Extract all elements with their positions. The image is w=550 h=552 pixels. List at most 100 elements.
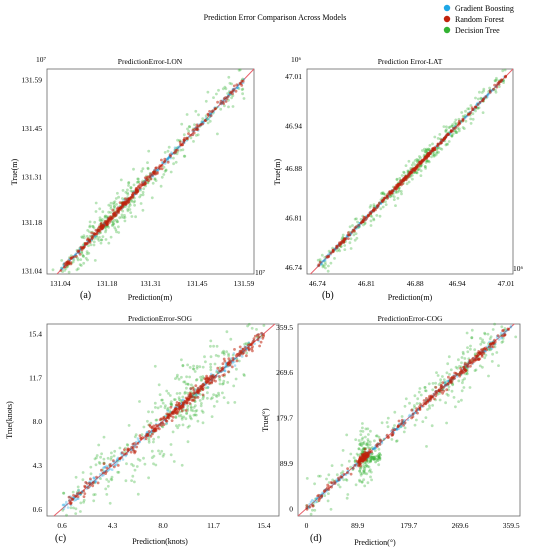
point-dt (200, 378, 204, 381)
point-rf (484, 95, 488, 99)
point-dt (424, 389, 428, 393)
point-dt (227, 352, 230, 356)
point-dt (501, 340, 505, 343)
point-dt (456, 366, 459, 370)
point-gb (98, 473, 102, 476)
point-dt (117, 231, 121, 234)
point-rf (182, 402, 186, 406)
point-dt (463, 357, 467, 360)
point-dt (98, 207, 102, 211)
x-tick-label: 131.45 (187, 279, 208, 288)
point-dt (217, 393, 221, 397)
point-dt (428, 144, 432, 147)
point-dt (194, 109, 198, 113)
point-rf (234, 89, 238, 93)
point-dt (177, 414, 181, 418)
point-rf (146, 175, 150, 179)
point-dt (180, 417, 184, 421)
point-dt (461, 114, 465, 118)
x-tick-label: 131.59 (234, 279, 255, 288)
point-rf (233, 348, 236, 351)
point-rf (107, 218, 110, 222)
points (297, 322, 518, 517)
point-gb (166, 409, 170, 413)
point-rf (224, 96, 228, 99)
point-rf (343, 238, 347, 242)
point-dt (201, 365, 205, 369)
point-rf (185, 401, 189, 405)
point-dt (161, 401, 165, 405)
point-dt (343, 244, 347, 247)
point-dt (351, 224, 354, 227)
point-dt (501, 69, 505, 73)
point-dt (388, 195, 392, 199)
point-dt (368, 468, 372, 472)
point-dt (502, 81, 505, 84)
point-dt (95, 235, 98, 239)
point-dt (483, 332, 487, 336)
point-dt (404, 164, 408, 168)
point-rf (245, 354, 248, 358)
point-rf (196, 396, 200, 399)
point-rf (238, 81, 242, 85)
point-gb (395, 427, 399, 431)
point-gb (236, 86, 240, 89)
point-rf (100, 468, 103, 472)
point-dt (362, 469, 365, 473)
point-gb (223, 369, 227, 372)
point-rf (99, 222, 103, 225)
point-dt (82, 236, 86, 240)
point-rf (191, 398, 195, 402)
point-gb (383, 437, 386, 441)
point-dt (146, 167, 150, 171)
point-dt (209, 344, 212, 348)
point-rf (180, 409, 184, 413)
point-rf (466, 365, 469, 369)
point-rf (391, 431, 394, 434)
point-gb (116, 458, 119, 462)
point-dt (103, 215, 107, 218)
point-rf (386, 436, 390, 439)
tick-labels: 46.74 46.81 46.88 46.94 47.0146.7446.8146.88… (285, 72, 515, 288)
point-dt (372, 457, 376, 461)
point-dt (204, 99, 208, 103)
point-rf (95, 475, 98, 479)
point-rf (105, 466, 109, 470)
point-dt (240, 88, 244, 91)
point-dt (382, 192, 386, 196)
point-rf (83, 485, 87, 489)
point-gb (236, 86, 239, 89)
point-dt (469, 344, 472, 348)
point-dt (428, 406, 431, 410)
point-dt (100, 452, 103, 456)
point-dt (104, 487, 108, 491)
point-dt (500, 325, 504, 329)
point-dt (435, 371, 438, 374)
point-dt (201, 421, 205, 425)
point-rf (391, 428, 395, 432)
point-dt (136, 177, 140, 181)
point-rf (241, 347, 245, 351)
point-dt (211, 396, 214, 400)
point-gb (223, 369, 227, 373)
point-dt (405, 182, 409, 186)
point-dt (138, 459, 142, 462)
point-rf (403, 421, 407, 425)
point-rf (231, 356, 235, 360)
point-dt (113, 205, 116, 208)
point-dt (481, 338, 484, 342)
point-dt (402, 430, 406, 434)
point-dt (169, 453, 173, 457)
point-dt (133, 480, 136, 484)
point-rf (125, 452, 128, 456)
point-dt (378, 452, 381, 455)
point-rf (437, 389, 441, 393)
point-rf (447, 375, 450, 379)
point-dt (366, 440, 370, 443)
point-dt (97, 461, 101, 464)
point-dt (450, 134, 453, 138)
point-rf (141, 183, 145, 187)
point-dt (390, 194, 394, 198)
point-dt (407, 159, 411, 163)
point-rf (162, 423, 166, 426)
